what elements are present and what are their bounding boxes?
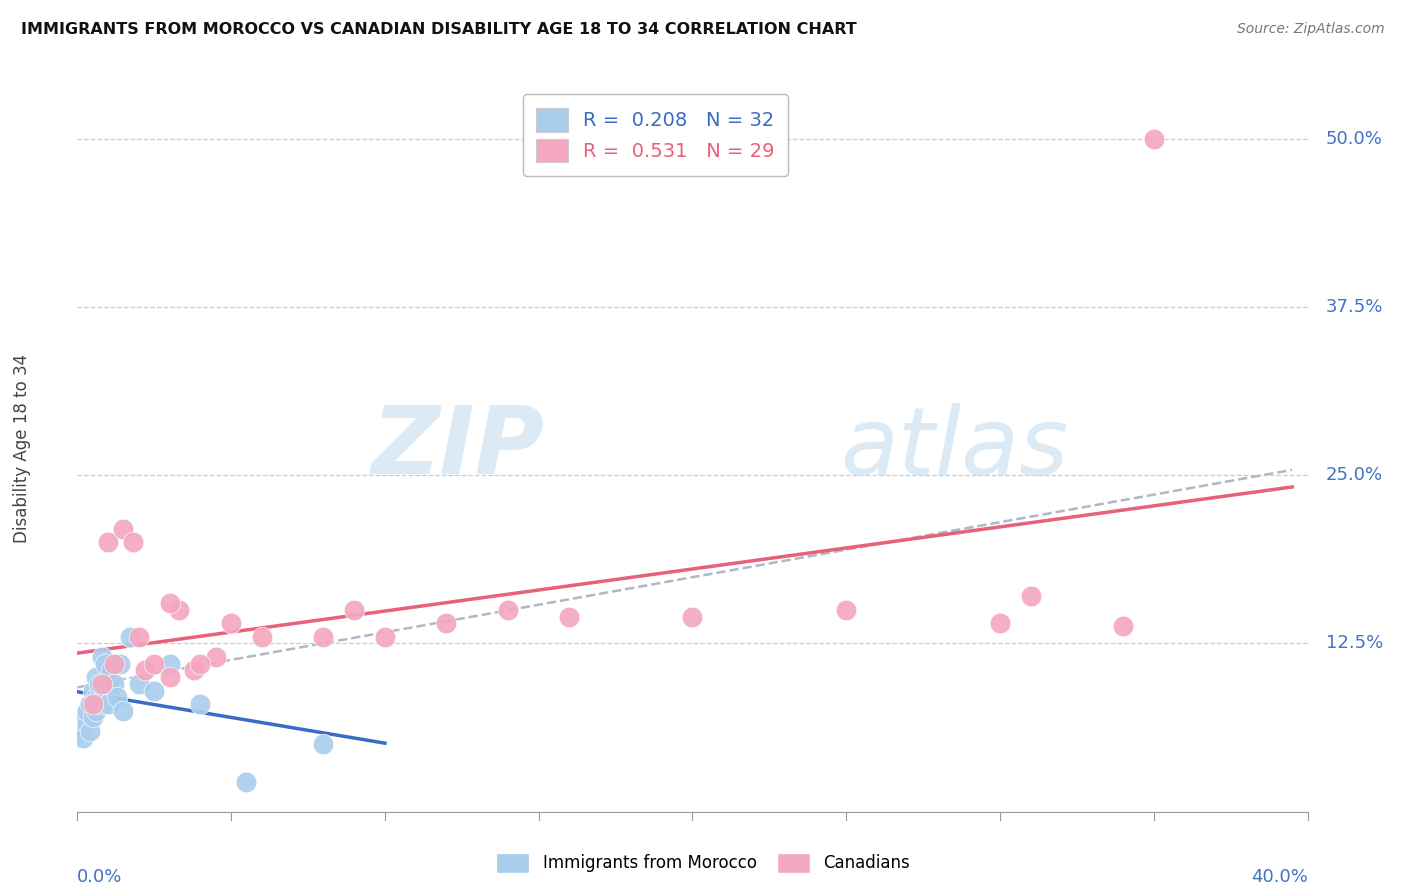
- Point: [100, 664, 122, 678]
- Point: [72, 731, 94, 745]
- Text: 0.0%: 0.0%: [77, 868, 122, 887]
- Point: [558, 609, 581, 624]
- Point: [167, 603, 190, 617]
- Point: [988, 616, 1011, 631]
- Point: [87, 677, 110, 691]
- Text: 12.5%: 12.5%: [1326, 634, 1384, 652]
- Point: [90, 697, 114, 711]
- Point: [1143, 131, 1166, 145]
- Point: [112, 704, 135, 718]
- Text: 40.0%: 40.0%: [1251, 868, 1308, 887]
- Point: [188, 697, 212, 711]
- Point: [82, 710, 104, 724]
- Point: [128, 677, 150, 691]
- Point: [84, 704, 107, 718]
- Point: [682, 609, 704, 624]
- Point: [105, 690, 128, 705]
- Point: [159, 596, 181, 610]
- Point: [204, 649, 226, 664]
- Point: [69, 723, 91, 738]
- Point: [112, 522, 135, 536]
- Point: [103, 657, 125, 671]
- Point: [374, 630, 396, 644]
- Point: [118, 630, 141, 644]
- Point: [835, 603, 858, 617]
- Point: [188, 657, 212, 671]
- Text: IMMIGRANTS FROM MOROCCO VS CANADIAN DISABILITY AGE 18 TO 34 CORRELATION CHART: IMMIGRANTS FROM MOROCCO VS CANADIAN DISA…: [21, 22, 856, 37]
- Point: [343, 603, 366, 617]
- Text: Disability Age 18 to 34: Disability Age 18 to 34: [13, 353, 31, 543]
- Point: [235, 775, 257, 789]
- Point: [159, 670, 181, 684]
- Point: [219, 616, 242, 631]
- Text: 25.0%: 25.0%: [1326, 467, 1384, 484]
- Point: [1112, 619, 1135, 633]
- Point: [183, 664, 205, 678]
- Point: [128, 630, 150, 644]
- Point: [94, 683, 117, 698]
- Point: [90, 677, 114, 691]
- Point: [110, 657, 132, 671]
- Text: Source: ZipAtlas.com: Source: ZipAtlas.com: [1237, 22, 1385, 37]
- Point: [134, 664, 156, 678]
- Text: 37.5%: 37.5%: [1326, 298, 1384, 316]
- Legend: R =  0.208   N = 32, R =  0.531   N = 29: R = 0.208 N = 32, R = 0.531 N = 29: [523, 95, 789, 176]
- Point: [87, 690, 110, 705]
- Point: [84, 670, 107, 684]
- Point: [84, 690, 107, 705]
- Point: [90, 649, 114, 664]
- Point: [79, 723, 101, 738]
- Legend: Immigrants from Morocco, Canadians: Immigrants from Morocco, Canadians: [489, 847, 917, 880]
- Point: [94, 657, 117, 671]
- Point: [82, 683, 104, 698]
- Point: [79, 697, 101, 711]
- Point: [97, 697, 120, 711]
- Point: [97, 677, 120, 691]
- Point: [436, 616, 458, 631]
- Point: [312, 738, 335, 752]
- Point: [76, 717, 98, 731]
- Point: [159, 657, 181, 671]
- Point: [496, 603, 519, 617]
- Point: [1019, 590, 1042, 604]
- Point: [97, 535, 120, 549]
- Text: ZIP: ZIP: [373, 402, 546, 494]
- Text: 50.0%: 50.0%: [1326, 129, 1384, 147]
- Point: [76, 704, 98, 718]
- Point: [103, 677, 125, 691]
- Point: [82, 697, 104, 711]
- Point: [121, 535, 143, 549]
- Point: [312, 630, 335, 644]
- Point: [250, 630, 273, 644]
- Point: [143, 683, 166, 698]
- Point: [72, 710, 94, 724]
- Point: [143, 657, 166, 671]
- Text: atlas: atlas: [841, 402, 1069, 494]
